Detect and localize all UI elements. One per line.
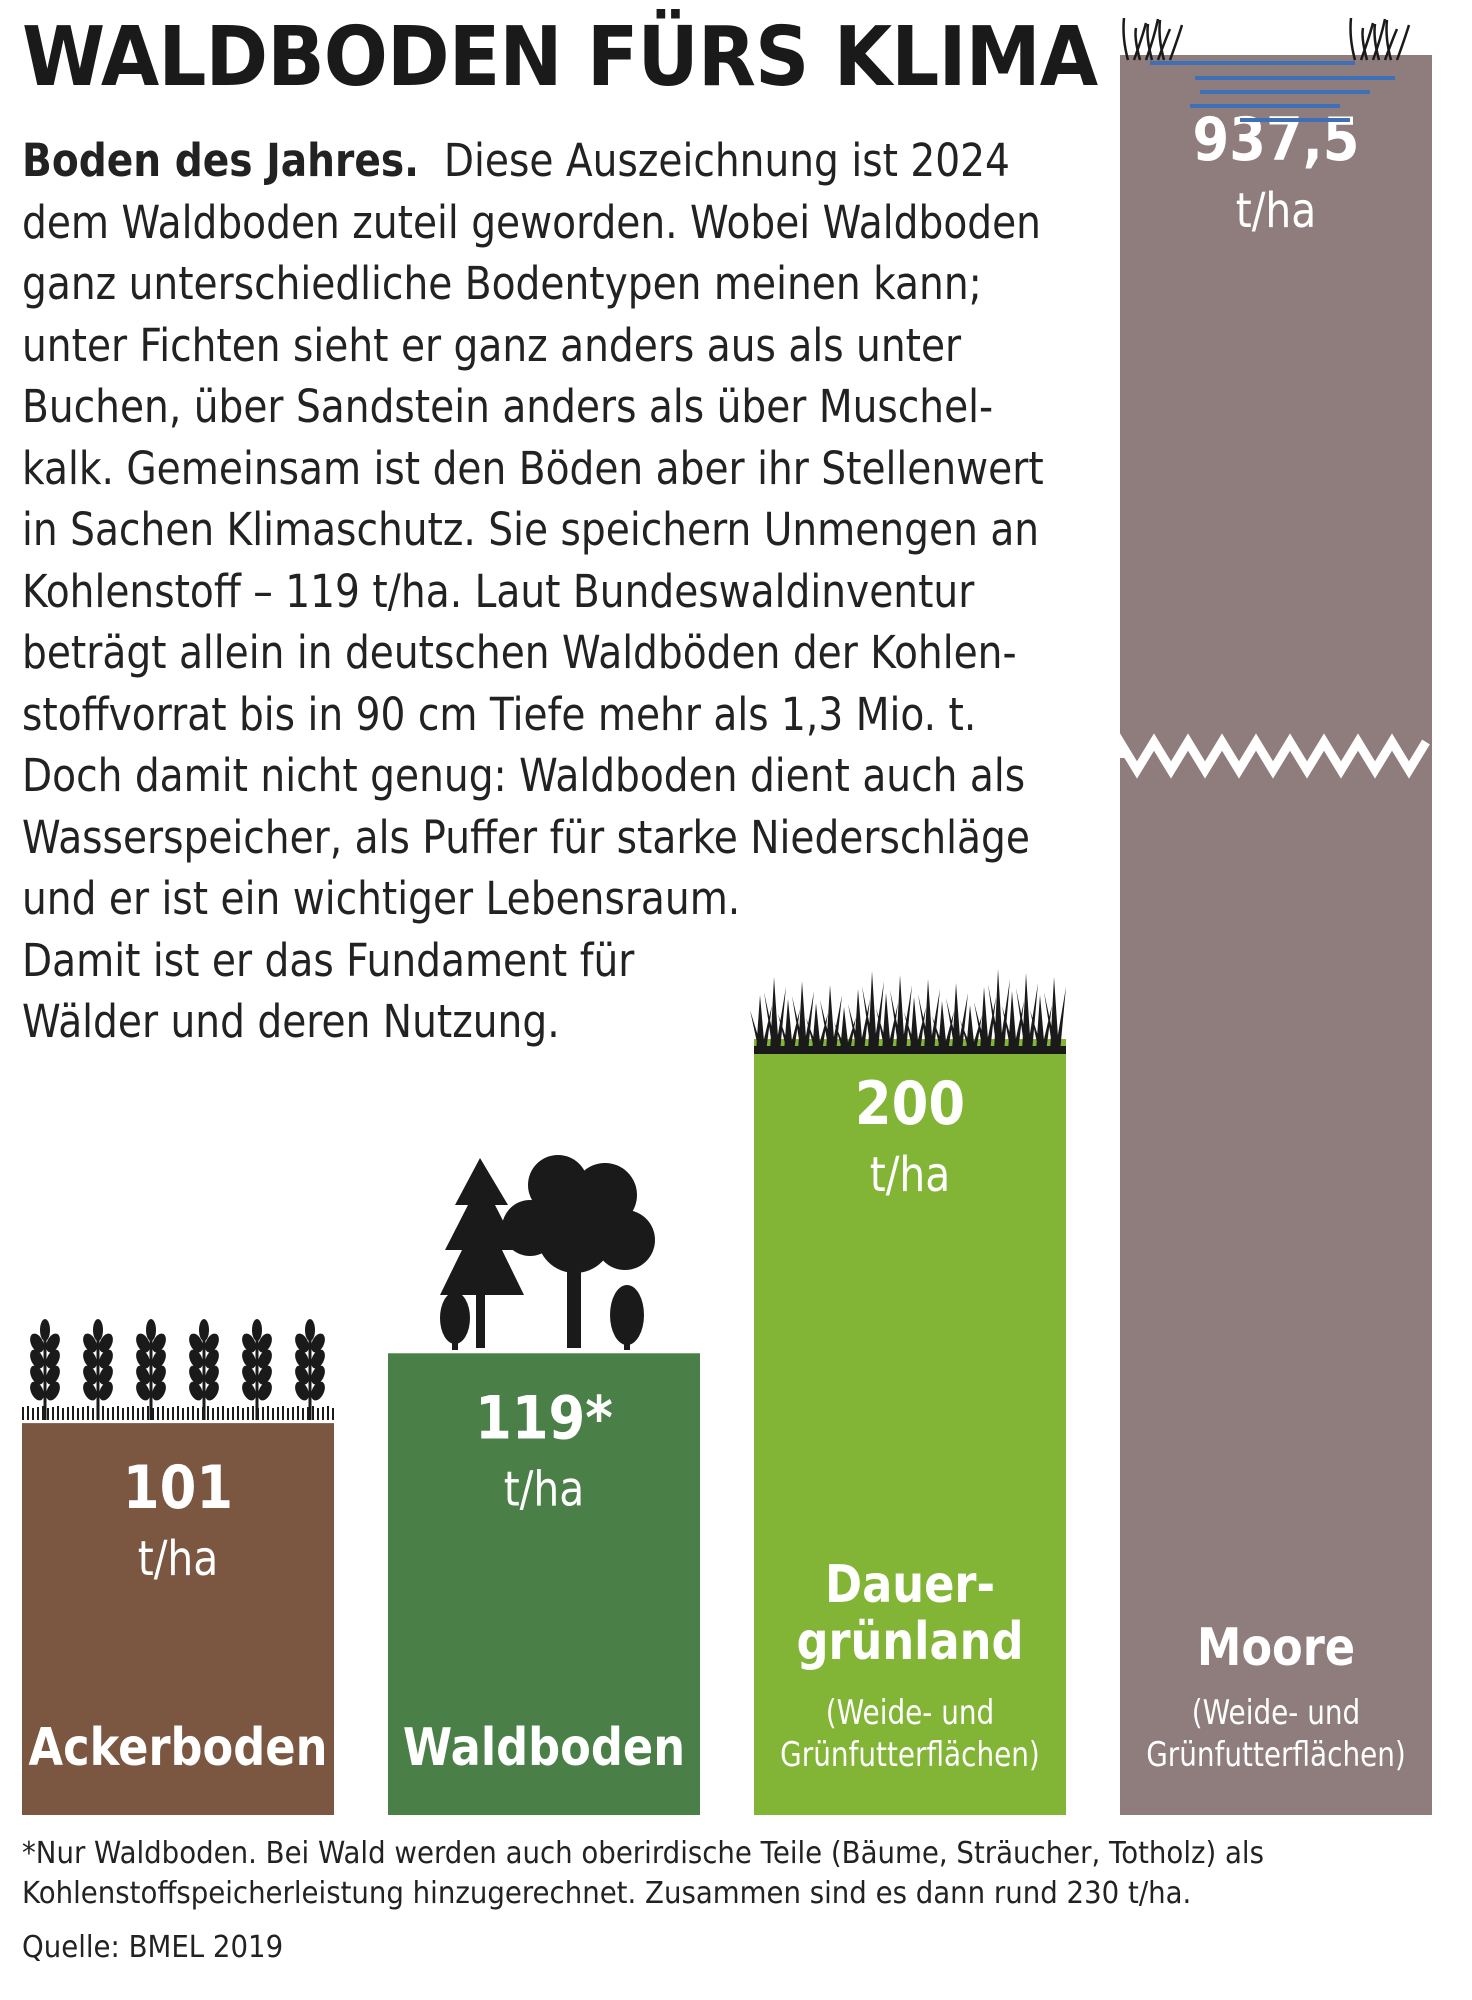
unit-label: t/ha [870, 1147, 951, 1203]
category-subnote: Grünfutterflächen) [780, 1735, 1040, 1774]
intro-line: kalk. Gemeinsam ist den Böden aber ihr S… [22, 441, 1044, 495]
intro-line: Kohlenstoff – 119 t/ha. Laut Bundeswaldi… [22, 564, 975, 618]
intro-line: Doch damit nicht genug: Waldboden dient … [22, 749, 1026, 802]
unit-label: t/ha [138, 1531, 219, 1587]
page-title: WALDBODEN FÜRS KLIMA [22, 10, 1098, 105]
intro-line: dem Waldboden zuteil geworden. Wobei Wal… [22, 195, 1041, 249]
intro-text: Boden des Jahres. Diese Auszeichnung ist… [22, 130, 1044, 1053]
intro-line: beträgt allein in deutschen Waldböden de… [22, 626, 1017, 679]
wheat-icon [22, 1319, 334, 1420]
value-label-ackerboden: 101 [123, 1454, 233, 1523]
unit-label: t/ha [504, 1461, 585, 1517]
trees-icon [440, 1155, 655, 1350]
intro-line: Damit ist er das Fundament für [22, 933, 635, 987]
bar-chart: 101 t/ha Ackerboden 119* t/ha Waldboden 200 t/h… [22, 17, 1432, 1815]
intro-line: und er ist ein wichtiger Lebensraum. [22, 872, 741, 925]
category-label-dauergrnland: Dauer- [825, 1555, 995, 1615]
category-label-ackerboden: Ackerboden [29, 1718, 328, 1778]
intro-line: unter Fichten sieht er ganz anders aus a… [22, 318, 962, 372]
intro-line: stoffvorrat bis in 90 cm Tiefe mehr als … [22, 687, 977, 741]
value-label-moore: 937,5 [1193, 106, 1360, 175]
intro-line: in Sachen Klimaschutz. Sie speichern Unm… [22, 503, 1040, 556]
category-label-moore: Moore [1197, 1618, 1355, 1678]
intro-line: ganz unterschiedliche Bodentypen meinen … [22, 257, 982, 310]
category-label-waldboden: Waldboden [403, 1718, 685, 1778]
value-label-waldboden: 119* [475, 1384, 613, 1453]
intro-lead: Boden des Jahres. [22, 134, 420, 187]
reed-icon [1122, 17, 1411, 61]
grass-icon [750, 969, 1066, 1054]
value-label-dauergrnland: 200 [855, 1070, 965, 1139]
intro-line-1-text: Diese Auszeichnung ist 2024 [443, 134, 1010, 187]
unit-label: t/ha [1236, 183, 1317, 239]
footnote-line-1: *Nur Waldboden. Bei Wald werden auch obe… [22, 1836, 1264, 1871]
bar-waldboden [388, 1353, 700, 1815]
category-label-dauergrnland: grünland [796, 1612, 1023, 1672]
axis-break-icon [1115, 725, 1430, 779]
category-subnote: (Weide- und [1192, 1693, 1360, 1732]
category-subnote: Grünfutterflächen) [1146, 1735, 1406, 1774]
intro-line: Wasserspeicher, als Puffer für starke Ni… [22, 810, 1030, 864]
intro-line: Wälder und deren Nutzung. [22, 995, 560, 1048]
category-subnote: (Weide- und [826, 1693, 994, 1732]
bar-ackerboden [22, 1423, 334, 1815]
footnote-line-2: Kohlenstoffspeicherleistung hinzugerechn… [22, 1876, 1192, 1911]
bar-moore [1120, 55, 1432, 1815]
intro-line-1: Boden des Jahres. Diese Auszeichnung ist… [22, 130, 1010, 192]
water-icon [1150, 61, 1395, 122]
source-note: Quelle: BMEL 2019 [22, 1930, 284, 1965]
intro-line: Buchen, über Sandstein anders als über M… [22, 380, 994, 433]
bar-dauergrnland [754, 1039, 1066, 1815]
